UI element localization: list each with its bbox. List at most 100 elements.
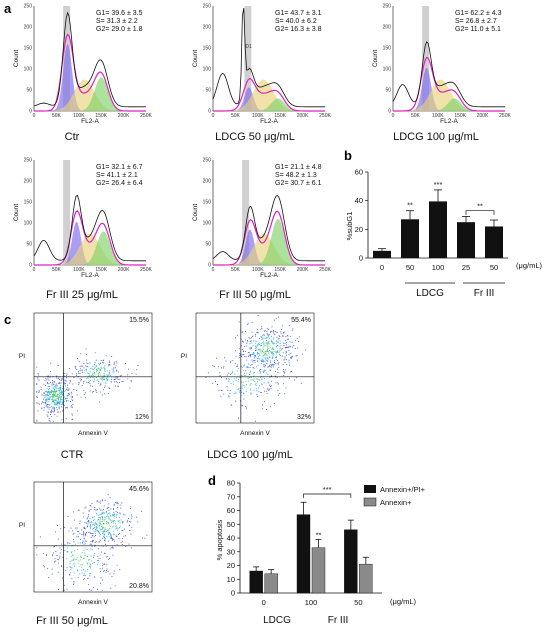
event-dot xyxy=(81,569,83,571)
event-dot xyxy=(48,389,49,390)
event-dot xyxy=(257,332,259,334)
event-dot xyxy=(81,365,83,367)
event-dot xyxy=(220,395,222,397)
apoptosis-y-tick-label: 10 xyxy=(227,575,235,584)
event-dot xyxy=(276,351,278,353)
event-dot xyxy=(282,348,283,349)
event-dot xyxy=(278,361,280,363)
event-dot xyxy=(279,348,281,350)
event-dot xyxy=(67,393,69,395)
event-dot xyxy=(263,364,265,366)
event-dot xyxy=(76,527,78,529)
event-dot xyxy=(294,348,296,349)
event-dot xyxy=(102,523,104,525)
event-dot xyxy=(248,337,250,339)
event-dot xyxy=(130,547,132,549)
event-dot xyxy=(263,387,265,389)
event-dot xyxy=(57,559,59,561)
hist-x-tick-label: 250K xyxy=(319,113,331,119)
scatter-friii-50: 45.6%20.8%Annexin VPI xyxy=(19,481,153,606)
event-dot xyxy=(51,573,53,575)
hist-x-label: FL2-A xyxy=(260,272,278,279)
event-dot xyxy=(98,559,99,561)
event-dot xyxy=(40,389,42,390)
event-dot xyxy=(68,388,70,390)
event-dot xyxy=(272,343,274,345)
event-dot xyxy=(89,531,91,533)
event-dot xyxy=(60,399,62,401)
event-dot xyxy=(42,402,44,403)
hist-caption-ldcg-100: LDCG 100 μg/mL xyxy=(393,131,479,143)
event-dot xyxy=(80,539,81,540)
event-dot xyxy=(45,401,46,403)
event-dot xyxy=(91,562,93,564)
event-dot xyxy=(243,365,245,367)
event-dot xyxy=(277,364,279,366)
apoptosis-y-tick-label: 0 xyxy=(231,589,235,598)
event-dot xyxy=(84,507,86,509)
event-dot xyxy=(94,527,95,529)
event-dot xyxy=(100,377,102,379)
event-dot xyxy=(56,402,58,404)
hist-y-tick-label: 150 xyxy=(24,46,33,52)
event-dot xyxy=(98,516,100,518)
event-dot xyxy=(109,496,111,498)
event-dot xyxy=(113,533,115,535)
event-dot xyxy=(37,410,39,412)
event-dot xyxy=(46,382,48,384)
event-dot xyxy=(108,507,110,508)
event-dot xyxy=(101,520,103,522)
event-dot xyxy=(83,516,85,518)
event-dot xyxy=(84,552,86,554)
event-dot xyxy=(58,390,60,392)
event-dot xyxy=(285,369,287,371)
event-dot xyxy=(249,341,251,342)
event-dot xyxy=(270,380,272,382)
event-dot xyxy=(271,385,273,387)
event-dot xyxy=(129,507,131,509)
event-dot xyxy=(50,411,52,413)
hist-y-tick-label: 50 xyxy=(205,88,211,94)
upper-right-percent: 45.6% xyxy=(129,486,149,493)
event-dot xyxy=(40,386,42,388)
subg1-bar xyxy=(429,201,447,258)
event-dot xyxy=(125,546,127,547)
event-dot xyxy=(104,371,106,372)
event-dot xyxy=(50,405,52,407)
event-dot xyxy=(111,546,113,548)
event-dot xyxy=(94,521,96,523)
event-dot xyxy=(127,520,129,522)
event-dot xyxy=(50,371,52,373)
event-dot xyxy=(291,357,293,359)
event-dot xyxy=(83,367,85,369)
event-dot xyxy=(53,392,55,394)
event-dot xyxy=(89,567,91,569)
event-dot xyxy=(259,350,261,352)
event-dot xyxy=(57,571,59,573)
event-dot xyxy=(89,367,91,369)
gate-bar xyxy=(242,160,250,265)
event-dot xyxy=(111,547,113,549)
event-dot xyxy=(67,384,69,386)
event-dot xyxy=(283,383,284,385)
event-dot xyxy=(94,546,96,548)
event-dot xyxy=(48,419,50,421)
event-dot xyxy=(227,389,229,391)
g1-stat: G1= 21.1 ± 4.8 xyxy=(275,164,322,171)
event-dot xyxy=(254,381,256,382)
event-dot xyxy=(57,397,59,399)
event-dot xyxy=(275,370,277,372)
event-dot xyxy=(96,522,98,524)
event-dot xyxy=(96,368,97,370)
event-dot xyxy=(259,371,261,373)
event-dot xyxy=(55,401,57,403)
event-dot xyxy=(85,365,87,367)
event-dot xyxy=(295,355,297,357)
event-dot xyxy=(283,375,285,377)
event-dot xyxy=(84,527,85,529)
event-dot xyxy=(236,365,238,367)
event-dot xyxy=(282,363,284,365)
event-dot xyxy=(99,523,101,525)
event-dot xyxy=(286,351,287,353)
event-dot xyxy=(87,382,89,383)
